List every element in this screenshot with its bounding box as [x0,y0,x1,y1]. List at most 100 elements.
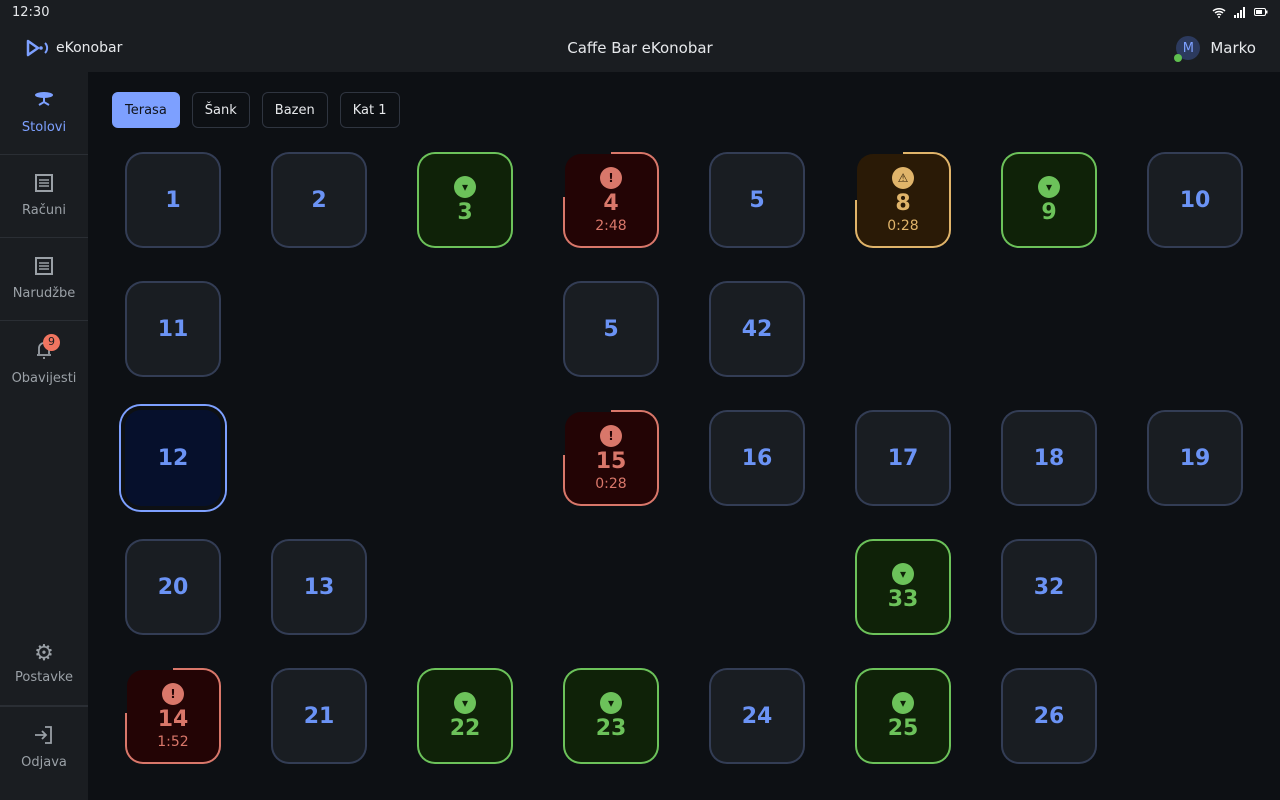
table-tile-body: 2 [273,154,365,246]
user-menu[interactable]: M Marko [1174,36,1256,62]
table-number: 32 [1033,574,1065,600]
table-tile-17[interactable]: 17 [855,410,951,506]
table-tile-33[interactable]: ▾ 33 [855,539,951,635]
table-timer: 1:52 [157,733,189,750]
table-tile-5[interactable]: 5 [709,152,805,248]
table-tile-42[interactable]: 42 [709,281,805,377]
table-tile-20[interactable]: 20 [125,539,221,635]
table-number: 23 [595,715,627,741]
table-tile-18[interactable]: 18 [1001,410,1097,506]
table-timer: 2:48 [595,217,627,234]
wifi-icon [1212,7,1226,18]
sidebar-item-obavijesti[interactable]: 9 Obavijesti [0,321,88,404]
table-tile-21[interactable]: 21 [271,668,367,764]
tab-bazen[interactable]: Bazen [261,92,328,128]
table-tile-5[interactable]: 5 [563,281,659,377]
table-number: 24 [741,703,773,729]
table-tile-14[interactable]: ! 14 1:52 [125,668,221,764]
table-tile-body: 1 [127,154,219,246]
area-tabs: Terasa Šank Bazen Kat 1 [112,92,400,128]
table-tile-body: 18 [1003,412,1095,504]
sidebar-item-stolovi[interactable]: Stolovi [0,72,88,155]
table-tile-24[interactable]: 24 [709,668,805,764]
table-number: 8 [895,190,911,216]
table-tile-4[interactable]: ! 4 2:48 [563,152,659,248]
table-number: 22 [449,715,481,741]
warning-icon: ⚠ [892,166,914,189]
table-timer: 0:28 [595,475,627,492]
table-number: 26 [1033,703,1065,729]
tab-terasa[interactable]: Terasa [112,92,180,128]
table-number: 17 [887,445,919,471]
table-tile-body: ▾ 33 [857,541,949,633]
table-number: 3 [457,199,473,225]
table-tile-15[interactable]: ! 15 0:28 [563,410,659,506]
table-tile-23[interactable]: ▾ 23 [563,668,659,764]
table-tile-32[interactable]: 32 [1001,539,1097,635]
table-tile-body: 19 [1149,412,1241,504]
table-tile-body: ▾ 22 [419,670,511,762]
table-tile-body: 10 [1149,154,1241,246]
sidebar-item-racuni[interactable]: Računi [0,155,88,238]
drink-icon: ▾ [892,562,914,585]
notification-badge: 9 [43,333,60,351]
table-number: 25 [887,715,919,741]
table-tile-body: 17 [857,412,949,504]
page-title: Caffe Bar eKonobar [567,39,713,57]
sidebar-item-label: Računi [22,203,66,218]
sidebar-item-odjava[interactable]: Odjava [0,706,88,789]
table-icon [33,91,55,114]
table-tile-10[interactable]: 10 [1147,152,1243,248]
table-tile-9[interactable]: ▾ 9 [1001,152,1097,248]
table-tile-22[interactable]: ▾ 22 [417,668,513,764]
receipt-icon [35,174,53,197]
table-tile-12[interactable]: 12 [119,404,227,512]
alert-icon: ! [162,682,184,705]
table-number: 33 [887,586,919,612]
table-tile-13[interactable]: 13 [271,539,367,635]
sidebar-item-postavke[interactable]: ⚙ Postavke [0,623,88,706]
table-tile-body: 32 [1003,541,1095,633]
table-tile-26[interactable]: 26 [1001,668,1097,764]
table-tile-3[interactable]: ▾ 3 [417,152,513,248]
table-number: 18 [1033,445,1065,471]
table-number: 10 [1179,187,1211,213]
table-tile-2[interactable]: 2 [271,152,367,248]
table-number: 20 [157,574,189,600]
table-number: 4 [603,190,619,216]
tab-kat-1[interactable]: Kat 1 [339,92,400,128]
table-tile-body: 16 [711,412,803,504]
table-tile-body: 20 [127,541,219,633]
battery-icon [1254,8,1268,16]
table-tile-1[interactable]: 1 [125,152,221,248]
table-number: 13 [303,574,335,600]
sidebar: Stolovi Računi Narudžbe 9 Obavijesti ⚙ P… [0,72,88,800]
table-tile-body: 11 [127,283,219,375]
sidebar-item-narudzbe[interactable]: Narudžbe [0,238,88,321]
avatar[interactable]: M [1174,36,1201,62]
app-header: eKonobar Caffe Bar eKonobar M Marko [0,24,1280,72]
gear-icon: ⚙ [34,640,54,666]
user-name: Marko [1210,39,1256,57]
table-tile-body: 26 [1003,670,1095,762]
table-tile-19[interactable]: 19 [1147,410,1243,506]
table-number: 5 [603,316,619,342]
drink-icon: ▾ [454,691,476,714]
clock: 12:30 [12,4,50,20]
table-tile-16[interactable]: 16 [709,410,805,506]
table-tile-body: ! 14 1:52 [127,670,219,762]
tab-sank[interactable]: Šank [191,92,250,128]
drink-icon: ▾ [892,691,914,714]
table-tile-11[interactable]: 11 [125,281,221,377]
sidebar-item-label: Postavke [15,669,73,685]
drink-icon: ▾ [600,691,622,714]
bell-icon: 9 [35,333,60,365]
table-tile-body: 42 [711,283,803,375]
drink-icon: ▾ [454,175,476,198]
sidebar-item-label: Stolovi [21,120,67,135]
table-tile-8[interactable]: ⚠ 8 0:28 [855,152,951,248]
table-tile-body: ▾ 9 [1003,154,1095,246]
table-tile-body: ▾ 25 [857,670,949,762]
table-tile-25[interactable]: ▾ 25 [855,668,951,764]
table-number: 9 [1041,199,1057,225]
